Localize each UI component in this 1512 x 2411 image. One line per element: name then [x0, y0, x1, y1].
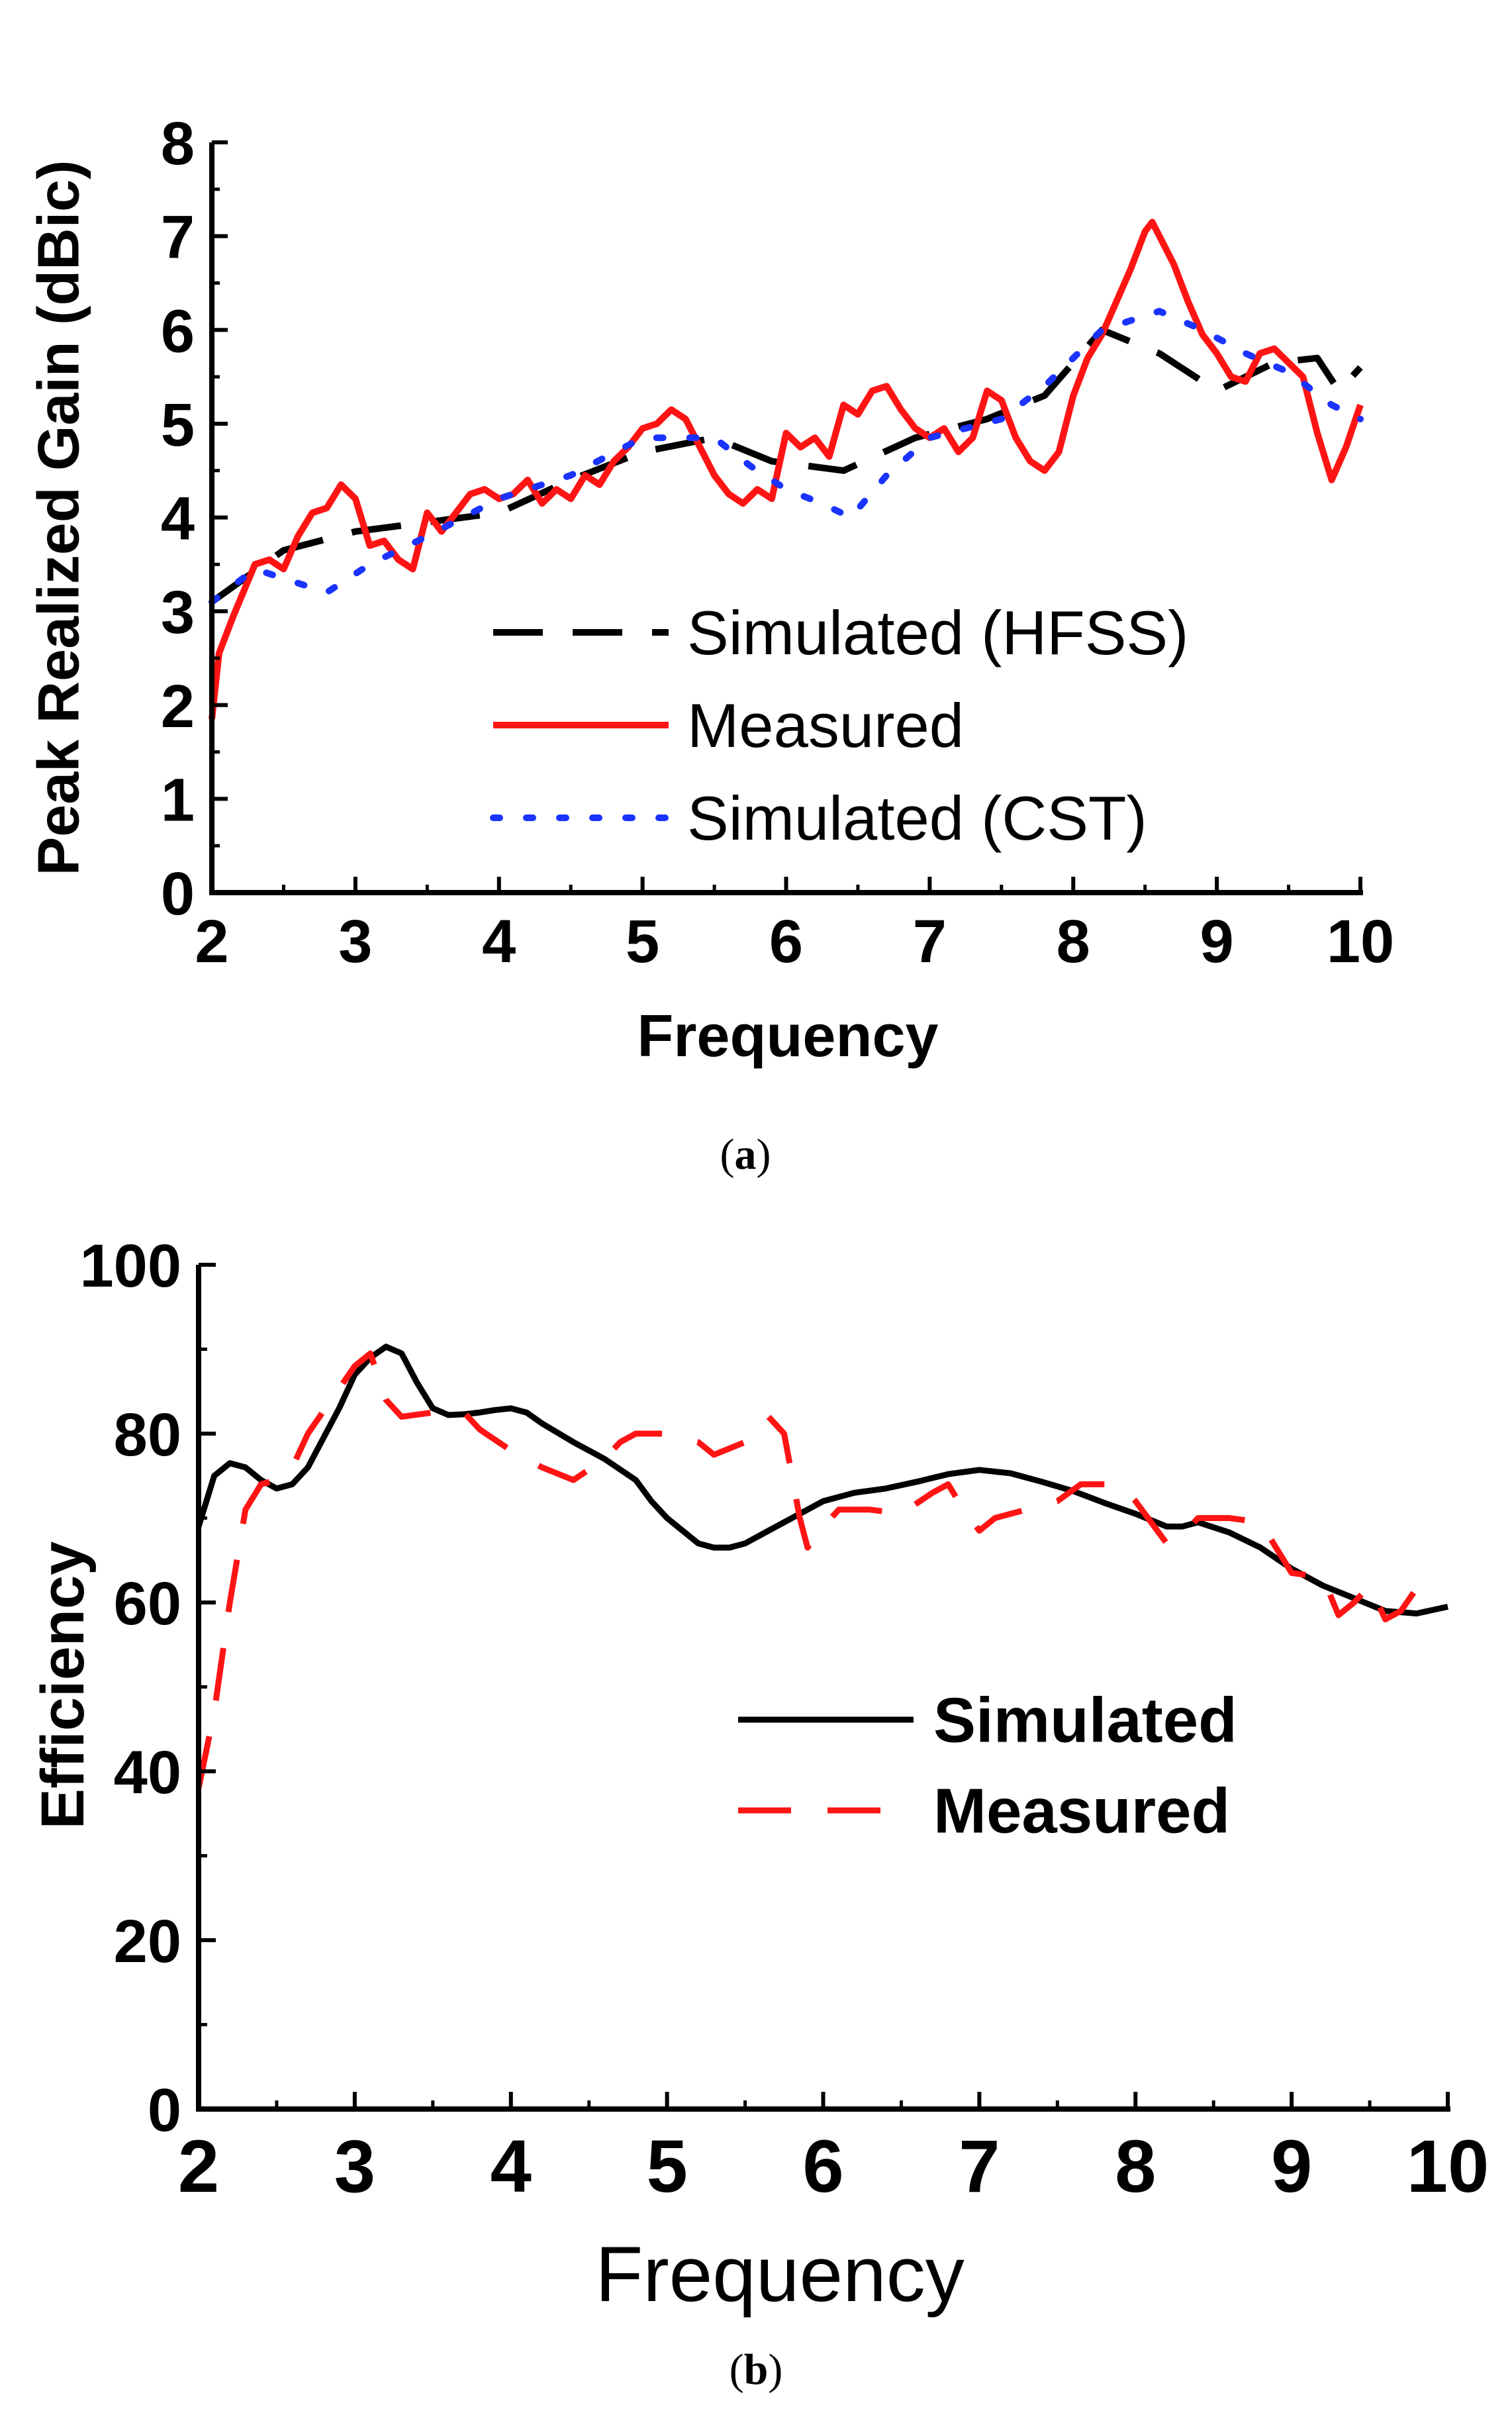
efficiency-legend: Simulated Measured [738, 1685, 1237, 1847]
x-tick-label: 9 [1271, 2125, 1312, 2208]
x-tick-label: 8 [1115, 2125, 1156, 2208]
gain-legend: Simulated (HFSS) Measured Simulated (CST) [490, 598, 1188, 853]
caption-b: (b) [730, 2345, 783, 2394]
x-tick-label: 5 [646, 2125, 687, 2208]
x-tick-label: 6 [802, 2125, 843, 2208]
x-tick-label: 10 [1407, 2125, 1489, 2208]
x-tick-label: 5 [626, 908, 659, 975]
efficiency-y-axis-label: Efficiency [29, 1542, 97, 1830]
x-tick-label: 8 [1057, 908, 1090, 975]
gain-y-axis-label: Peak Realized Gain (dBic) [26, 160, 91, 876]
y-tick-label: 6 [161, 297, 195, 365]
caption-a: (a) [720, 1130, 771, 1179]
y-tick-label: 1 [161, 766, 195, 834]
y-tick-label: 40 [114, 1739, 181, 1806]
legend-label-measured: Measured [687, 691, 964, 760]
y-tick-label: 100 [80, 1232, 182, 1300]
y-tick-label: 7 [161, 204, 195, 271]
y-tick-label: 4 [161, 485, 195, 553]
x-tick-label: 9 [1200, 908, 1234, 975]
gain-plot-area: 2 3 4 5 6 7 8 9 10 0 1 2 3 4 5 6 7 8 [161, 110, 1394, 975]
x-tick-label: 2 [178, 2125, 219, 2208]
y-tick-label: 5 [161, 391, 195, 459]
x-tick-label: 3 [338, 908, 372, 975]
y-tick-label: 3 [161, 579, 195, 646]
legend-label-measured: Measured [933, 1776, 1230, 1847]
y-tick-label: 60 [114, 1570, 181, 1638]
x-tick-label: 10 [1327, 908, 1394, 975]
gain-x-axis-label: Frequency [637, 1003, 938, 1069]
x-tick-label: 3 [334, 2125, 375, 2208]
gain-axes [209, 140, 1363, 895]
legend-label-simulated-hfss: Simulated (HFSS) [687, 598, 1188, 667]
gain-chart: 2 3 4 5 6 7 8 9 10 0 1 2 3 4 5 6 7 8 Frequency Peak Reali… [26, 110, 1395, 1179]
series-line-measured [195, 1350, 1427, 1789]
series-line-simulated-hfss [210, 326, 1363, 605]
efficiency-x-axis-label: Frequency [595, 2231, 965, 2318]
gain-tick-labels: 2 3 4 5 6 7 8 9 10 0 1 2 3 4 5 6 7 8 [161, 110, 1394, 975]
y-tick-label: 0 [161, 860, 195, 928]
x-tick-label: 6 [769, 908, 803, 975]
series-line-simulated-cst [209, 307, 1364, 605]
efficiency-series-group [195, 1344, 1448, 1789]
series-line-simulated [195, 1344, 1448, 1617]
x-tick-label: 4 [482, 908, 516, 975]
x-tick-label: 7 [913, 908, 947, 975]
y-tick-label: 0 [148, 2077, 181, 2144]
x-tick-label: 7 [959, 2125, 1000, 2208]
legend-label-simulated: Simulated [933, 1685, 1237, 1756]
legend-label-simulated-cst: Simulated (CST) [687, 783, 1147, 853]
y-tick-label: 8 [161, 110, 195, 177]
x-tick-label: 2 [195, 908, 228, 975]
efficiency-axes [196, 1263, 1450, 2112]
y-tick-label: 80 [114, 1401, 181, 1469]
x-tick-label: 4 [491, 2125, 532, 2208]
y-tick-label: 20 [114, 1908, 181, 1975]
gain-series-group [209, 219, 1364, 720]
series-line-measured [209, 219, 1364, 720]
y-tick-label: 2 [161, 673, 195, 740]
